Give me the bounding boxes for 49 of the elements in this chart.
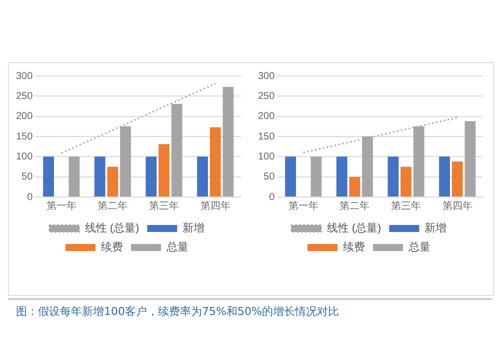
x-tick-label: 第四年: [442, 200, 472, 212]
y-tick-label: 100: [16, 151, 34, 162]
x-tick-label: 第三年: [391, 200, 422, 212]
bar: [310, 156, 322, 196]
legend-label: 总量: [408, 240, 430, 254]
bar: [400, 166, 412, 196]
legend-label: 线性 (总量): [326, 222, 382, 235]
bar: [388, 156, 399, 196]
bar: [146, 156, 157, 196]
x-tick-label: 第二年: [98, 200, 128, 212]
x-tick-label: 第一年: [288, 200, 318, 212]
bar: [464, 121, 476, 196]
bar: [336, 156, 348, 196]
bar: [68, 156, 80, 196]
bar: [285, 156, 296, 196]
x-tick-label: 第三年: [149, 200, 180, 212]
y-tick-label: 50: [22, 172, 34, 183]
x-tick-label: 第二年: [340, 200, 370, 212]
bar: [43, 156, 54, 196]
y-tick-label: 0: [27, 192, 34, 203]
y-tick-label: 50: [264, 172, 276, 183]
bar: [222, 86, 234, 196]
x-tick-label: 第四年: [200, 200, 230, 212]
y-tick-label: 150: [258, 131, 276, 142]
legend-label: 续费: [101, 240, 123, 254]
y-tick-label: 200: [16, 111, 34, 122]
y-tick-label: 0: [269, 192, 276, 203]
text: 图：假设每年新增100客户，续费率为75%和50%的增长情况对比: [16, 305, 339, 318]
bar: [94, 156, 106, 196]
y-tick-label: 250: [16, 90, 34, 102]
bar: [107, 166, 118, 196]
bar: [210, 127, 221, 196]
legend-label: 总量: [166, 240, 188, 254]
y-tick-label: 250: [258, 90, 276, 102]
bar: [439, 156, 450, 196]
bar: [158, 144, 170, 196]
bar: [349, 176, 360, 196]
bar: [452, 162, 463, 196]
y-tick-label: 150: [16, 131, 34, 142]
y-tick-label: 300: [16, 70, 34, 82]
legend-label: 续费: [343, 240, 365, 254]
y-tick-label: 100: [258, 151, 276, 162]
x-tick-label: 第一年: [46, 200, 76, 212]
legend-label: 新增: [182, 222, 205, 235]
bar: [197, 156, 208, 196]
y-tick-label: 300: [258, 70, 276, 82]
legend-label: 线性 (总量): [84, 222, 140, 235]
legend-label: 新增: [424, 222, 447, 235]
y-tick-label: 200: [258, 111, 276, 122]
